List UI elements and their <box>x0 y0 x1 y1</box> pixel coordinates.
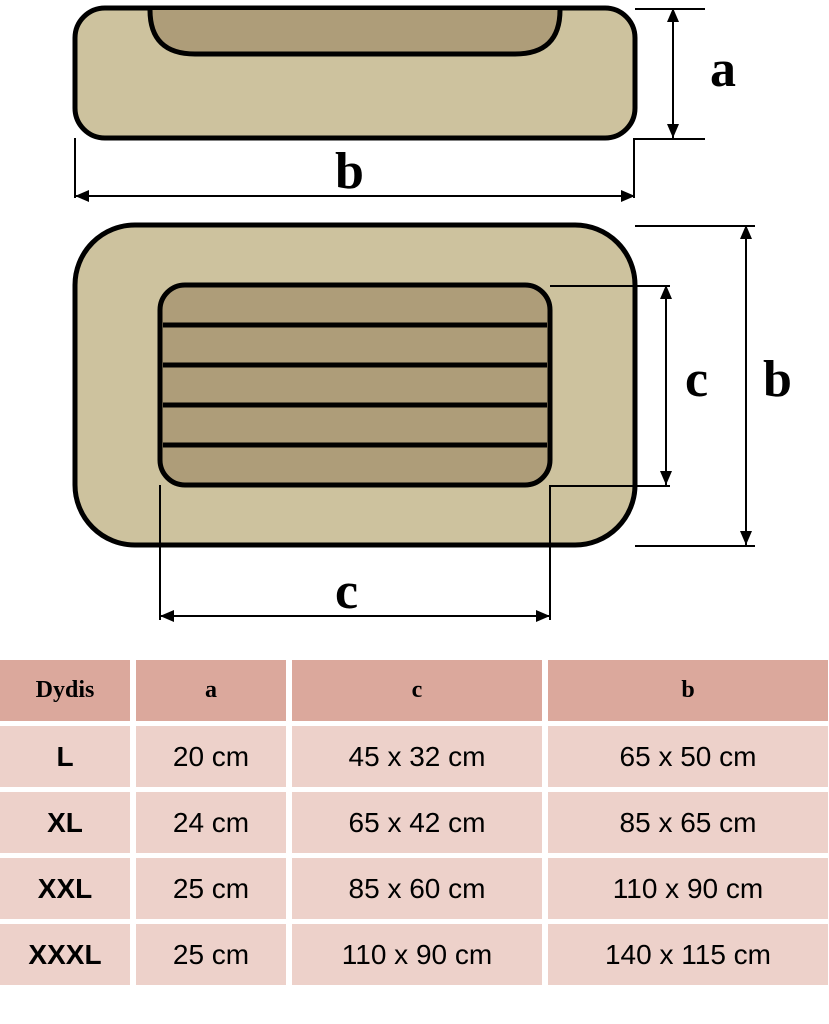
dim-b1-label: b <box>335 142 364 201</box>
cell-a: 20 cm <box>136 726 286 787</box>
size-chart-container: a b b c c Dydis a c b <box>0 0 829 990</box>
cell-size: XXXL <box>0 924 130 985</box>
col-header-b: b <box>548 660 828 721</box>
dim-a-tick-bot <box>635 138 705 140</box>
dim-c1-line <box>665 285 667 485</box>
dim-a-arrow-up <box>667 8 679 22</box>
dim-c2-label: c <box>335 562 358 621</box>
dimension-diagram: a b b c c <box>0 0 829 660</box>
dim-b2-label: b <box>763 350 792 409</box>
dim-c2-tick-l <box>159 485 161 620</box>
cell-c: 45 x 32 cm <box>292 726 542 787</box>
dim-c2-arrow-l <box>160 610 174 622</box>
col-header-c: c <box>292 660 542 721</box>
dim-b2-arrow-down <box>740 531 752 545</box>
col-header-a: a <box>136 660 286 721</box>
dim-c1-arrow-down <box>660 471 672 485</box>
table-header-row: Dydis a c b <box>0 660 829 721</box>
cell-b: 140 x 115 cm <box>548 924 828 985</box>
diagram-svg <box>0 0 829 660</box>
dim-c1-label: c <box>685 350 708 409</box>
table-row: XXXL 25 cm 110 x 90 cm 140 x 115 cm <box>0 924 829 985</box>
dim-c1-arrow-up <box>660 285 672 299</box>
cell-b: 65 x 50 cm <box>548 726 828 787</box>
dim-c2-tick-r <box>549 485 551 620</box>
dim-a-line <box>672 8 674 138</box>
size-table: Dydis a c b L 20 cm 45 x 32 cm 65 x 50 c… <box>0 660 829 990</box>
cell-c: 110 x 90 cm <box>292 924 542 985</box>
cell-c: 65 x 42 cm <box>292 792 542 853</box>
cell-b: 110 x 90 cm <box>548 858 828 919</box>
cell-c: 85 x 60 cm <box>292 858 542 919</box>
cell-size: L <box>0 726 130 787</box>
cell-a: 24 cm <box>136 792 286 853</box>
cell-size: XXL <box>0 858 130 919</box>
cell-a: 25 cm <box>136 924 286 985</box>
cell-b: 85 x 65 cm <box>548 792 828 853</box>
dim-b2-tick-top <box>635 225 755 227</box>
dim-c2-arrow-r <box>536 610 550 622</box>
dim-b2-tick-bot <box>635 545 755 547</box>
dim-b1-arrow-l <box>75 190 89 202</box>
cell-size: XL <box>0 792 130 853</box>
table-row: XL 24 cm 65 x 42 cm 85 x 65 cm <box>0 792 829 853</box>
dim-c1-tick-bot <box>550 485 670 487</box>
table-row: XXL 25 cm 85 x 60 cm 110 x 90 cm <box>0 858 829 919</box>
dim-a-label: a <box>710 40 736 99</box>
dim-b2-line <box>745 225 747 545</box>
table-row: L 20 cm 45 x 32 cm 65 x 50 cm <box>0 726 829 787</box>
dim-a-arrow-down <box>667 124 679 138</box>
dim-b1-arrow-r <box>621 190 635 202</box>
dim-c1-tick-top <box>550 285 670 287</box>
cell-a: 25 cm <box>136 858 286 919</box>
col-header-size: Dydis <box>0 660 130 721</box>
dim-b2-arrow-up <box>740 225 752 239</box>
